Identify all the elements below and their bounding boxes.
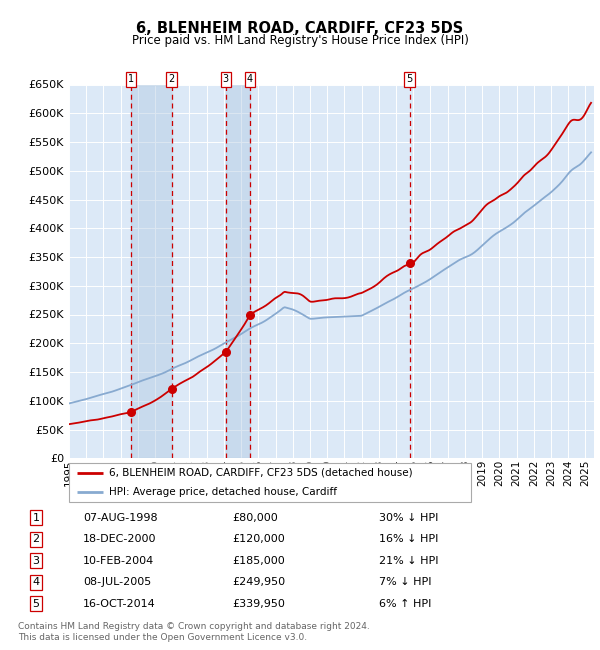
Text: HPI: Average price, detached house, Cardiff: HPI: Average price, detached house, Card… bbox=[109, 487, 337, 497]
Text: 08-JUL-2005: 08-JUL-2005 bbox=[83, 577, 151, 587]
Text: 10-FEB-2004: 10-FEB-2004 bbox=[83, 556, 154, 566]
Text: 2: 2 bbox=[32, 534, 40, 544]
Text: Contains HM Land Registry data © Crown copyright and database right 2024.
This d: Contains HM Land Registry data © Crown c… bbox=[18, 622, 370, 642]
Text: 16-OCT-2014: 16-OCT-2014 bbox=[83, 599, 155, 608]
Text: £339,950: £339,950 bbox=[232, 599, 285, 608]
Text: 3: 3 bbox=[32, 556, 40, 566]
Bar bbox=[131, 84, 172, 458]
Text: 6, BLENHEIM ROAD, CARDIFF, CF23 5DS: 6, BLENHEIM ROAD, CARDIFF, CF23 5DS bbox=[136, 21, 464, 36]
Text: £80,000: £80,000 bbox=[232, 513, 278, 523]
Text: 3: 3 bbox=[223, 75, 229, 84]
Text: £120,000: £120,000 bbox=[232, 534, 285, 544]
Text: £185,000: £185,000 bbox=[232, 556, 285, 566]
FancyBboxPatch shape bbox=[69, 463, 471, 502]
Text: 1: 1 bbox=[32, 513, 40, 523]
Text: 30% ↓ HPI: 30% ↓ HPI bbox=[379, 513, 439, 523]
Text: 7% ↓ HPI: 7% ↓ HPI bbox=[379, 577, 431, 587]
Text: 16% ↓ HPI: 16% ↓ HPI bbox=[379, 534, 439, 544]
Bar bbox=[226, 84, 250, 458]
Text: 18-DEC-2000: 18-DEC-2000 bbox=[83, 534, 157, 544]
Text: 07-AUG-1998: 07-AUG-1998 bbox=[83, 513, 157, 523]
Text: 6% ↑ HPI: 6% ↑ HPI bbox=[379, 599, 431, 608]
Text: 6, BLENHEIM ROAD, CARDIFF, CF23 5DS (detached house): 6, BLENHEIM ROAD, CARDIFF, CF23 5DS (det… bbox=[109, 467, 413, 478]
Text: 1: 1 bbox=[128, 75, 134, 84]
Text: 21% ↓ HPI: 21% ↓ HPI bbox=[379, 556, 439, 566]
Text: 4: 4 bbox=[32, 577, 40, 587]
Text: 2: 2 bbox=[169, 75, 175, 84]
Text: £249,950: £249,950 bbox=[232, 577, 286, 587]
Text: Price paid vs. HM Land Registry's House Price Index (HPI): Price paid vs. HM Land Registry's House … bbox=[131, 34, 469, 47]
Text: 5: 5 bbox=[407, 75, 413, 84]
Text: 5: 5 bbox=[32, 599, 40, 608]
Text: 4: 4 bbox=[247, 75, 253, 84]
